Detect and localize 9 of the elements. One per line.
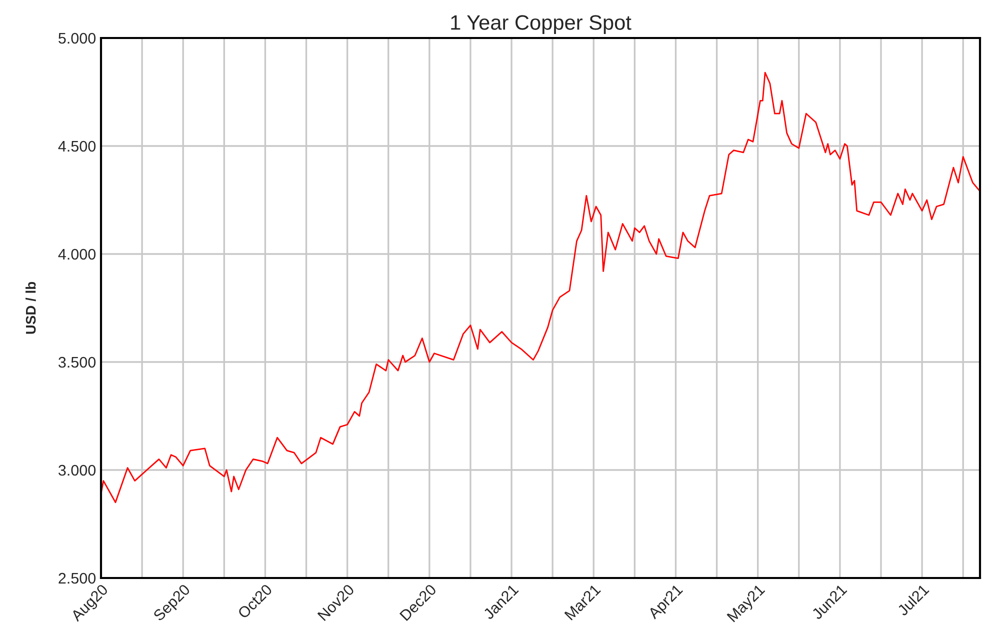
y-tick-label: 3.500 [58,356,96,368]
chart-title: 1 Year Copper Spot [451,15,632,34]
y-tick-label: 4.500 [58,140,96,152]
line-series [101,72,980,504]
y-axis-title: USD / lb [26,282,36,334]
y-tick-label: 2.500 [58,572,96,584]
y-tick-label: 4.000 [58,248,96,260]
y-tick-label: 5.000 [58,32,96,44]
y-tick-label: 3.000 [58,464,96,476]
